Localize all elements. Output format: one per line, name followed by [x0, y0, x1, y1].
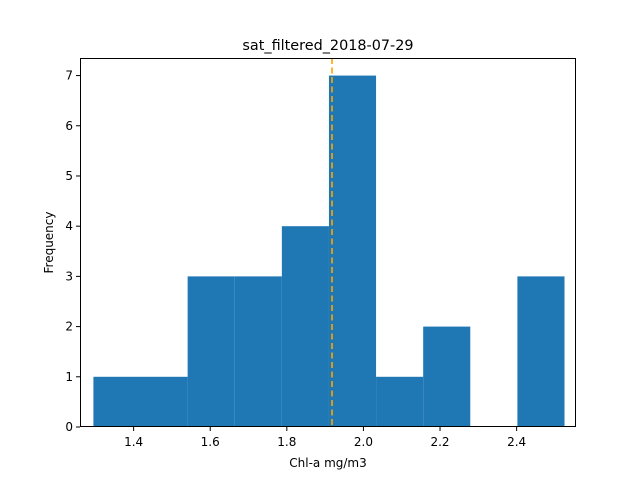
histogram-bar — [517, 276, 565, 427]
x-tick-label: 1.4 — [124, 435, 143, 449]
histogram-bar — [234, 276, 282, 427]
y-tick-label: 6 — [65, 119, 73, 133]
y-tick-label: 3 — [65, 269, 73, 283]
y-tick-label: 7 — [65, 69, 73, 83]
chart-title: sat_filtered_2018-07-29 — [242, 38, 413, 54]
x-tick-label: 1.6 — [201, 435, 220, 449]
histogram-bar — [423, 326, 471, 427]
x-tick-label: 1.8 — [277, 435, 296, 449]
histogram-bar — [93, 376, 141, 427]
x-tick-label: 2.4 — [507, 435, 526, 449]
x-tick-label: 2.0 — [354, 435, 373, 449]
x-axis-ticks: 1.4 1.6 1.8 2.0 2.2 2.4 — [124, 427, 526, 449]
y-tick-label: 1 — [65, 370, 73, 384]
axes-frame — [80, 58, 576, 427]
histogram-bar — [140, 376, 188, 427]
histogram-bar — [328, 75, 377, 428]
histogram-bar — [187, 276, 235, 427]
x-axis-label: Chl-a mg/m3 — [289, 456, 367, 470]
histogram-bar — [376, 376, 424, 427]
y-tick-label: 4 — [65, 219, 73, 233]
y-axis-ticks: 0 1 2 3 4 5 6 7 — [65, 69, 80, 434]
y-tick-label: 5 — [65, 169, 73, 183]
y-tick-label: 0 — [65, 420, 73, 434]
x-tick-label: 2.2 — [430, 435, 449, 449]
y-tick-label: 2 — [65, 320, 73, 334]
bars-group — [93, 75, 565, 428]
histogram-bar — [281, 226, 329, 427]
y-axis-label: Frequency — [42, 212, 56, 274]
